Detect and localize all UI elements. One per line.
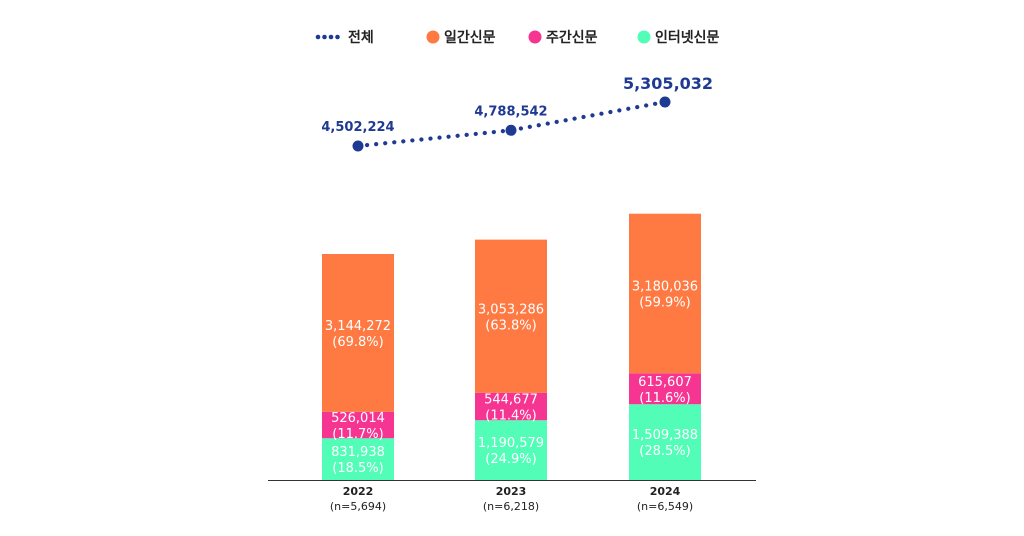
legend: 전체 일간신문 주간신문 인터넷신문	[315, 29, 720, 46]
segment-pct-label: (18.5%)	[332, 461, 383, 476]
legend-item-weekly: 주간신문	[528, 29, 598, 46]
x-tick-label: 2023	[496, 485, 527, 498]
x-axis-labels: 2022 (n=5,694) 2023 (n=6,218) 2024 (n=6,549)	[330, 485, 693, 513]
segment-pct-label: (11.4%)	[485, 409, 536, 424]
segment-value-label: 544,677	[484, 393, 538, 408]
segment-value-label: 831,938	[331, 445, 385, 460]
legend-label: 일간신문	[444, 29, 496, 46]
legend-item-total: 전체	[315, 29, 374, 46]
segment-pct-label: (59.9%)	[639, 296, 690, 311]
legend-item-daily: 일간신문	[426, 29, 496, 46]
bar-stack-2022: 831,938(18.5%) 526,014(11.7%) 3,144,272(69…	[322, 253, 394, 480]
bar-segment-weekly	[475, 392, 547, 421]
bar-segment-internet	[629, 404, 701, 480]
segment-pct-label: (11.7%)	[332, 427, 383, 442]
bar-stack-2024: 1,509,388(28.5%) 615,607(11.6%) 3,180,036(…	[629, 213, 701, 480]
bar-segment-internet	[322, 438, 394, 480]
x-tick-sublabel: (n=6,218)	[483, 500, 539, 513]
segment-pct-label: (69.8%)	[332, 335, 383, 350]
stacked-bars: 831,938(18.5%) 526,014(11.7%) 3,144,272(69…	[322, 213, 701, 480]
segment-value-label: 3,144,272	[325, 319, 391, 334]
segment-pct-label: (28.5%)	[639, 444, 690, 459]
segment-value-label: 1,509,388	[632, 428, 698, 443]
total-line-series: 4,502,224 4,788,542 5,305,032	[321, 74, 713, 152]
total-value-label: 4,502,224	[321, 120, 394, 135]
total-point	[659, 96, 671, 108]
total-point	[505, 124, 517, 136]
bar-segment-daily	[322, 253, 394, 412]
bar-segment-daily	[629, 213, 701, 374]
legend-swatch	[528, 30, 542, 44]
segment-value-label: 615,607	[638, 375, 692, 390]
legend-dot	[335, 34, 340, 40]
total-value-label: 5,305,032	[623, 74, 713, 93]
total-value-label: 4,788,542	[474, 104, 547, 119]
segment-value-label: 3,180,036	[632, 280, 698, 295]
x-tick-sublabel: (n=6,549)	[637, 500, 693, 513]
x-tick-sublabel: (n=5,694)	[330, 500, 386, 513]
bar-stack-2023: 1,190,579(24.9%) 544,677(11.4%) 3,053,286(…	[475, 239, 547, 480]
legend-item-internet: 인터넷신문	[637, 29, 720, 46]
legend-swatch	[637, 30, 651, 44]
segment-value-label: 3,053,286	[478, 302, 544, 317]
x-tick-label: 2024	[650, 485, 681, 498]
segment-pct-label: (24.9%)	[485, 452, 536, 467]
bar-segment-internet	[475, 420, 547, 480]
bar-segment-weekly	[322, 411, 394, 439]
total-point	[352, 140, 364, 152]
legend-dot	[328, 34, 334, 40]
segment-pct-label: (63.8%)	[485, 318, 536, 333]
legend-label: 인터넷신문	[655, 29, 720, 46]
bar-segment-weekly	[629, 373, 701, 405]
legend-label: 전체	[348, 29, 374, 46]
segment-value-label: 526,014	[331, 411, 385, 426]
segment-value-label: 1,190,579	[478, 436, 544, 451]
segment-pct-label: (11.6%)	[639, 391, 690, 406]
legend-label: 주간신문	[546, 29, 598, 46]
legend-swatch	[426, 30, 440, 44]
x-tick-label: 2022	[343, 485, 374, 498]
bar-segment-daily	[475, 239, 547, 393]
legend-dot	[322, 34, 327, 40]
legend-dot	[315, 34, 321, 40]
